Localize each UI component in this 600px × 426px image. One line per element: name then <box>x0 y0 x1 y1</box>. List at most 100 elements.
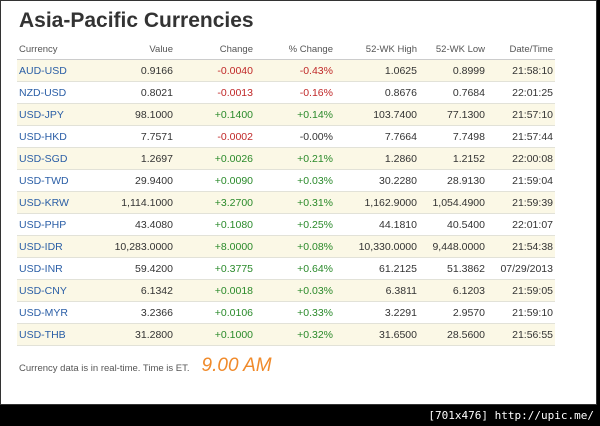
currency-symbol-link[interactable]: USD-MYR <box>17 301 95 324</box>
pct-change-cell: +0.14% <box>255 103 335 126</box>
change-cell: -0.0040 <box>175 59 255 82</box>
value-cell: 43.4080 <box>95 213 175 236</box>
table-row: USD-PHP 43.4080 +0.1080 +0.25% 44.1810 40.540… <box>17 213 555 236</box>
low-cell: 1,054.4900 <box>419 191 487 214</box>
table-row: USD-SGD 1.2697 +0.0026 +0.21% 1.2860 1.2152 22… <box>17 147 555 170</box>
change-cell: +0.0106 <box>175 301 255 324</box>
currency-symbol-link[interactable]: USD-CNY <box>17 279 95 302</box>
column-header-52wk-high: 52-WK High <box>335 39 419 60</box>
table-row: USD-CNY 6.1342 +0.0018 +0.03% 6.3811 6.1203 21… <box>17 279 555 302</box>
change-cell: +0.1080 <box>175 213 255 236</box>
low-cell: 1.2152 <box>419 147 487 170</box>
pct-change-cell: +0.33% <box>255 301 335 324</box>
column-header-pct-change: % Change <box>255 39 335 60</box>
value-cell: 3.2366 <box>95 301 175 324</box>
change-cell: +0.1400 <box>175 103 255 126</box>
change-cell: +0.1000 <box>175 323 255 346</box>
datetime-cell: 22:01:07 <box>487 213 555 236</box>
high-cell: 103.7400 <box>335 103 419 126</box>
table-row: USD-IDR 10,283.0000 +8.0000 +0.08% 10,330.00… <box>17 235 555 258</box>
table-row: USD-TWD 29.9400 +0.0090 +0.03% 30.2280 28.913… <box>17 169 555 192</box>
footer-note: Currency data is in real-time. Time is E… <box>19 363 190 374</box>
datetime-cell: 22:01:25 <box>487 81 555 104</box>
value-cell: 7.7571 <box>95 125 175 148</box>
footer: Currency data is in real-time. Time is E… <box>19 355 272 377</box>
datetime-cell: 07/29/2013 <box>487 257 555 280</box>
datetime-cell: 21:59:04 <box>487 169 555 192</box>
value-cell: 59.4200 <box>95 257 175 280</box>
pct-change-cell: +0.03% <box>255 279 335 302</box>
datetime-cell: 21:59:39 <box>487 191 555 214</box>
currency-symbol-link[interactable]: AUD-USD <box>17 59 95 82</box>
low-cell: 7.7498 <box>419 125 487 148</box>
change-cell: +0.0090 <box>175 169 255 192</box>
low-cell: 28.5600 <box>419 323 487 346</box>
change-cell: +0.3775 <box>175 257 255 280</box>
high-cell: 0.8676 <box>335 81 419 104</box>
datetime-cell: 21:59:05 <box>487 279 555 302</box>
pct-change-cell: +0.21% <box>255 147 335 170</box>
low-cell: 0.7684 <box>419 81 487 104</box>
datetime-cell: 21:58:10 <box>487 59 555 82</box>
low-cell: 2.9570 <box>419 301 487 324</box>
currency-symbol-link[interactable]: USD-INR <box>17 257 95 280</box>
table-row: USD-HKD 7.7571 -0.0002 -0.00% 7.7664 7.7498 21… <box>17 125 555 148</box>
high-cell: 6.3811 <box>335 279 419 302</box>
currency-symbol-link[interactable]: USD-JPY <box>17 103 95 126</box>
table-row: USD-JPY 98.1000 +0.1400 +0.14% 103.7400 77.13… <box>17 103 555 126</box>
low-cell: 28.9130 <box>419 169 487 192</box>
low-cell: 77.1300 <box>419 103 487 126</box>
pct-change-cell: +0.25% <box>255 213 335 236</box>
pct-change-cell: +0.32% <box>255 323 335 346</box>
value-cell: 10,283.0000 <box>95 235 175 258</box>
change-cell: +0.0026 <box>175 147 255 170</box>
currency-symbol-link[interactable]: USD-PHP <box>17 213 95 236</box>
change-cell: -0.0013 <box>175 81 255 104</box>
low-cell: 51.3862 <box>419 257 487 280</box>
high-cell: 1.0625 <box>335 59 419 82</box>
datetime-cell: 21:54:38 <box>487 235 555 258</box>
table-row: USD-INR 59.4200 +0.3775 +0.64% 61.2125 51.386… <box>17 257 555 280</box>
table-row: USD-KRW 1,114.1000 +3.2700 +0.31% 1,162.9000… <box>17 191 555 214</box>
change-cell: -0.0002 <box>175 125 255 148</box>
value-cell: 29.9400 <box>95 169 175 192</box>
currency-symbol-link[interactable]: NZD-USD <box>17 81 95 104</box>
pct-change-cell: -0.43% <box>255 59 335 82</box>
pct-change-cell: +0.08% <box>255 235 335 258</box>
datetime-cell: 22:00:08 <box>487 147 555 170</box>
datetime-cell: 21:57:44 <box>487 125 555 148</box>
pct-change-cell: +0.31% <box>255 191 335 214</box>
value-cell: 6.1342 <box>95 279 175 302</box>
pct-change-cell: +0.64% <box>255 257 335 280</box>
low-cell: 0.8999 <box>419 59 487 82</box>
high-cell: 3.2291 <box>335 301 419 324</box>
currency-symbol-link[interactable]: USD-SGD <box>17 147 95 170</box>
high-cell: 30.2280 <box>335 169 419 192</box>
table-row: USD-MYR 3.2366 +0.0106 +0.33% 3.2291 2.9570 21… <box>17 301 555 324</box>
value-cell: 0.8021 <box>95 81 175 104</box>
currency-symbol-link[interactable]: USD-HKD <box>17 125 95 148</box>
datetime-cell: 21:56:55 <box>487 323 555 346</box>
column-header-currency: Currency <box>17 39 95 60</box>
high-cell: 61.2125 <box>335 257 419 280</box>
currency-symbol-link[interactable]: USD-IDR <box>17 235 95 258</box>
currency-table: Currency Value Change % Change 52-WK Hig… <box>17 39 555 346</box>
table-header-row: Currency Value Change % Change 52-WK Hig… <box>17 39 555 60</box>
column-header-52wk-low: 52-WK Low <box>419 39 487 60</box>
column-header-value: Value <box>95 39 175 60</box>
high-cell: 1,162.9000 <box>335 191 419 214</box>
value-cell: 31.2800 <box>95 323 175 346</box>
currency-symbol-link[interactable]: USD-KRW <box>17 191 95 214</box>
table-row: NZD-USD 0.8021 -0.0013 -0.16% 0.8676 0.7684 22… <box>17 81 555 104</box>
currency-symbol-link[interactable]: USD-TWD <box>17 169 95 192</box>
pct-change-cell: -0.16% <box>255 81 335 104</box>
table-row: AUD-USD 0.9166 -0.0040 -0.43% 1.0625 0.8999 21… <box>17 59 555 82</box>
value-cell: 98.1000 <box>95 103 175 126</box>
image-size-badge: [701x476] http://upic.me/ <box>428 409 594 422</box>
change-cell: +0.0018 <box>175 279 255 302</box>
datetime-cell: 21:57:10 <box>487 103 555 126</box>
change-cell: +8.0000 <box>175 235 255 258</box>
datetime-cell: 21:59:10 <box>487 301 555 324</box>
currency-symbol-link[interactable]: USD-THB <box>17 323 95 346</box>
high-cell: 7.7664 <box>335 125 419 148</box>
